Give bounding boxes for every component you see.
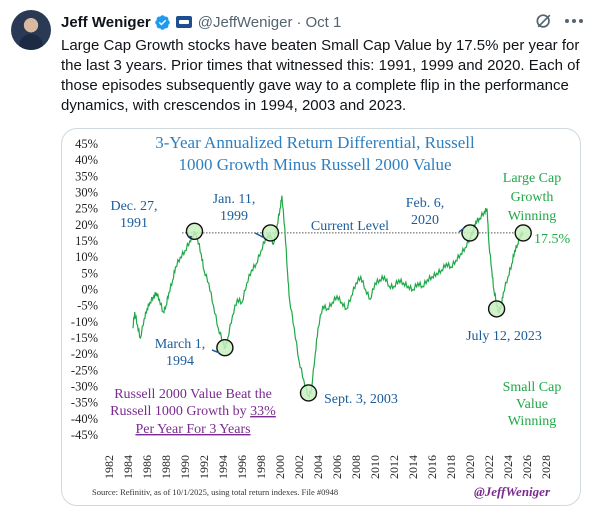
tweet-text: Large Cap Growth stocks have beaten Smal… bbox=[61, 37, 580, 114]
separator-dot: · bbox=[296, 13, 302, 31]
x-tick-label: 1992 bbox=[197, 455, 211, 479]
y-tick-label: 5% bbox=[81, 266, 98, 280]
annotation-arrow bbox=[254, 232, 265, 239]
author-name[interactable]: Jeff Weniger bbox=[61, 13, 151, 31]
x-tick-label: 2016 bbox=[425, 455, 439, 479]
annotation-arrow bbox=[458, 227, 465, 233]
event-marker bbox=[185, 222, 204, 241]
x-tick-label: 2000 bbox=[273, 455, 287, 479]
y-tick-label: -40% bbox=[71, 412, 98, 426]
notes: Large Cap Growth Winning Small Cap Value Winn… bbox=[92, 171, 561, 499]
x-tick-label: 2026 bbox=[520, 455, 534, 479]
y-tick-label: -20% bbox=[71, 347, 98, 361]
y-tick-label: 15% bbox=[75, 234, 98, 248]
x-tick-label: 1984 bbox=[121, 455, 135, 479]
x-tick-label: 1988 bbox=[159, 455, 173, 479]
y-tick-label: -35% bbox=[71, 396, 98, 410]
x-tick-label: 1990 bbox=[178, 455, 192, 479]
chart-svg: 3-Year Annualized Return Differential, R… bbox=[71, 133, 571, 499]
y-tick-label: -15% bbox=[71, 331, 98, 345]
reference-line-label: Current Level bbox=[311, 219, 389, 234]
grok-icon[interactable] bbox=[534, 11, 554, 31]
annotation-label: Sept. 3, 2003 bbox=[324, 392, 398, 407]
y-tick-label: -45% bbox=[71, 428, 98, 442]
x-tick-label: 1982 bbox=[102, 455, 116, 479]
y-tick-label: 25% bbox=[75, 202, 98, 216]
verified-badge-icon bbox=[154, 14, 170, 30]
y-tick-label: 45% bbox=[75, 137, 98, 151]
y-tick-label: 30% bbox=[75, 186, 98, 200]
tweet-date[interactable]: Oct 1 bbox=[305, 13, 342, 31]
x-tick-label: 2018 bbox=[444, 455, 458, 479]
annotation-label: July 12, 2023 bbox=[466, 329, 542, 344]
y-tick-label: -10% bbox=[71, 315, 98, 329]
x-tick-label: 1998 bbox=[254, 455, 268, 479]
small-cap-note: Small Cap Value Winning bbox=[503, 380, 562, 429]
markers: Dec. 27, 1991 Jan. 11, 1999 Feb. 6, 2020 March… bbox=[110, 192, 570, 407]
x-tick-label: 1996 bbox=[235, 455, 249, 479]
beat-line-2: Russell 1000 Growth by 33% bbox=[110, 404, 276, 419]
x-tick-label: 2022 bbox=[482, 455, 496, 479]
beat-line-3: Per Year For 3 Years bbox=[135, 422, 250, 437]
x-tick-label: 2008 bbox=[349, 455, 363, 479]
avatar[interactable] bbox=[11, 10, 51, 50]
event-marker bbox=[261, 224, 280, 242]
annotation-label: Dec. 27, 1991 bbox=[110, 199, 157, 231]
y-axis: 45% 40% 35% 30% 25% 20% 15% 10% 5% 0% -5% -10% -15% -… bbox=[71, 137, 98, 442]
tweet-media-chart[interactable]: 3-Year Annualized Return Differential, R… bbox=[61, 128, 581, 506]
x-tick-label: 1986 bbox=[140, 455, 154, 479]
y-tick-label: 10% bbox=[75, 250, 98, 264]
annotation-label: March 1, 1994 bbox=[155, 337, 206, 369]
chart-title: 3-Year Annualized Return Differential, R… bbox=[155, 133, 475, 174]
x-axis: 1982 1984 1986 1988 1990 1992 1994 1996 1998 2000… bbox=[102, 455, 553, 479]
x-tick-label: 2012 bbox=[387, 455, 401, 479]
y-tick-label: 0% bbox=[81, 283, 98, 297]
x-tick-label: 2004 bbox=[311, 455, 325, 479]
reference-line: Current Level bbox=[182, 219, 514, 234]
credit-note: @JeffWeniger bbox=[474, 484, 551, 499]
annotation-label: Feb. 6, 2020 bbox=[406, 196, 445, 228]
y-tick-label: -25% bbox=[71, 363, 98, 377]
event-marker bbox=[299, 384, 318, 402]
event-marker bbox=[487, 300, 506, 318]
y-tick-label: 20% bbox=[75, 218, 98, 232]
event-marker bbox=[461, 224, 479, 242]
tweet-header: Jeff Weniger @JeffWeniger · Oct 1 bbox=[61, 12, 341, 32]
source-note: Source: Refinitiv, as of 10/1/2025, usin… bbox=[92, 487, 338, 497]
x-tick-label: 2024 bbox=[501, 455, 515, 479]
annotation-label: 17.5% bbox=[534, 232, 571, 247]
x-tick-label: 1994 bbox=[216, 455, 230, 479]
annotation-arrow bbox=[211, 349, 220, 354]
author-handle[interactable]: @JeffWeniger bbox=[197, 13, 293, 31]
x-tick-label: 2028 bbox=[539, 455, 553, 479]
event-marker bbox=[216, 338, 234, 357]
x-tick-label: 2020 bbox=[463, 455, 477, 479]
y-tick-label: -30% bbox=[71, 380, 98, 394]
large-cap-note: Large Cap Growth Winning bbox=[503, 171, 561, 224]
current-marker bbox=[514, 224, 532, 242]
y-tick-label: 40% bbox=[75, 153, 98, 167]
annotation-arrow bbox=[188, 235, 193, 238]
more-icon[interactable] bbox=[564, 18, 584, 24]
x-tick-label: 2010 bbox=[368, 455, 382, 479]
affiliate-badge-icon[interactable] bbox=[175, 16, 192, 28]
y-tick-label: -5% bbox=[77, 299, 98, 313]
y-tick-label: 35% bbox=[75, 169, 98, 183]
annotation-label: Jan. 11, 1999 bbox=[213, 192, 256, 224]
beat-line-1: Russell 2000 Value Beat the bbox=[114, 387, 272, 402]
x-tick-label: 2014 bbox=[406, 455, 420, 479]
x-tick-label: 2002 bbox=[292, 455, 306, 479]
x-tick-label: 2006 bbox=[330, 455, 344, 479]
